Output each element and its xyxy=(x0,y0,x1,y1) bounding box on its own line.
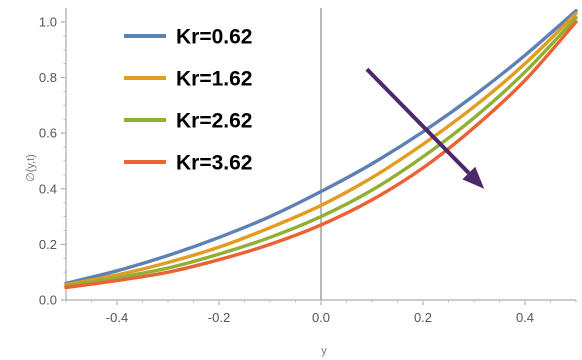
series-line-kr-1-62 xyxy=(64,11,578,287)
x-tick-label: 0.2 xyxy=(414,310,432,325)
x-tick-label: 0.0 xyxy=(312,310,330,325)
legend-label: Kr=1.62 xyxy=(176,68,252,91)
legend: Kr=0.62 Kr=1.62 Kr=2.62 Kr=3.62 xyxy=(124,26,252,175)
x-axis-title: y xyxy=(321,345,327,357)
y-tick-label: 0.4 xyxy=(39,181,57,196)
arrow-layer xyxy=(365,67,485,189)
legend-label: Kr=0.62 xyxy=(176,26,252,49)
legend-label: Kr=3.62 xyxy=(176,152,252,175)
legend-label: Kr=2.62 xyxy=(176,110,252,133)
x-tick-label: 0.4 xyxy=(516,310,534,325)
x-tick-label: -0.4 xyxy=(106,310,128,325)
series-layer xyxy=(64,9,578,290)
x-tick-label: -0.2 xyxy=(208,310,230,325)
y-tick-label: 0.0 xyxy=(39,293,57,308)
series-line-kr-0-62 xyxy=(64,9,578,286)
y-tick-label: 0.2 xyxy=(39,237,57,252)
y-tick-label: 0.8 xyxy=(39,70,57,85)
y-tick-label: 0.6 xyxy=(39,126,57,141)
series-line-kr-2-62 xyxy=(64,16,578,288)
y-axis-title: ∅(y,t) xyxy=(25,154,37,182)
arrow-shaft xyxy=(365,67,471,175)
series-line-kr-3-62 xyxy=(64,20,578,290)
plot-frame: -0.4 -0.2 0.0 0.2 0.4 0.0 0.2 0.4 0.6 0.8 1.0 xyxy=(39,8,577,325)
y-tick-label: 1.0 xyxy=(39,14,57,29)
arrow-head xyxy=(462,166,485,189)
